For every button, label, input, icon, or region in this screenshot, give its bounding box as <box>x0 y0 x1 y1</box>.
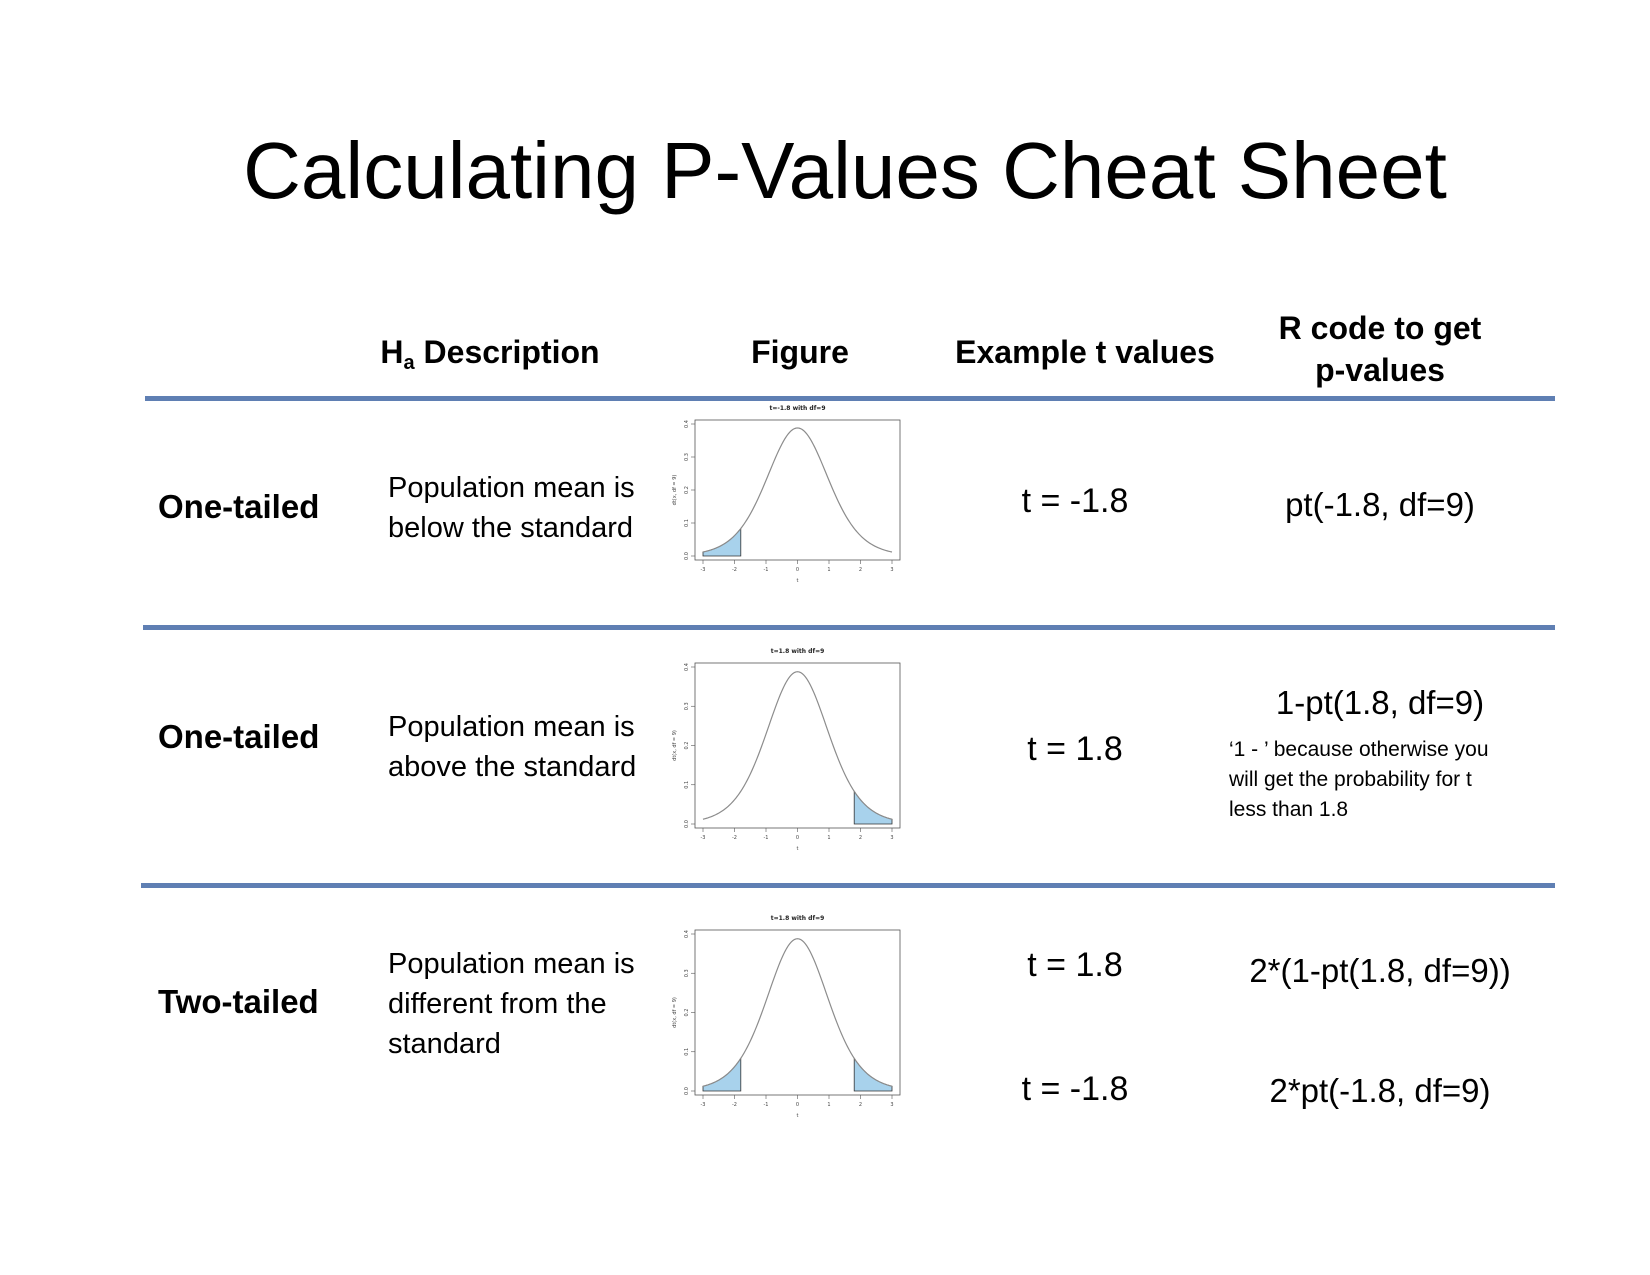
row-description: Population mean is below the standard <box>388 468 635 548</box>
row-label: One-tailed <box>158 488 320 525</box>
x-tick-label: 1 <box>827 1102 830 1108</box>
figure-title: t=-1.8 with df=9 <box>769 405 825 412</box>
y-tick-label: 0.1 <box>684 1048 690 1056</box>
header-r-code: R code to get p-values <box>1230 307 1530 391</box>
header-r-code-line1: R code to get <box>1278 310 1482 346</box>
x-tick-label: 1 <box>827 835 830 841</box>
t-distribution-figure: t=-1.8 with df=9 -3 -2 -1 0 1 2 3 t 0.0 0.1 0.2 0.3 0… <box>672 405 901 584</box>
y-tick-label: 0.3 <box>684 702 690 710</box>
description-line: below the standard <box>388 512 634 544</box>
y-tick-label: 0.2 <box>684 1009 690 1017</box>
header-figure: Figure <box>751 334 849 370</box>
x-tick-label: -2 <box>732 1102 737 1108</box>
y-tick-label: 0.4 <box>684 930 690 938</box>
t-distribution-figure: t=1.8 with df=9 -3 -2 -1 0 1 2 3 t 0.0 0.1 0.2 0.3 0.… <box>672 915 901 1119</box>
description-line: different from the <box>388 988 607 1020</box>
header-example-t: Example t values <box>955 334 1215 370</box>
x-tick-label: 3 <box>890 1102 893 1108</box>
x-axis-label: t <box>797 1113 799 1119</box>
note-line: less than 1.8 <box>1229 798 1349 821</box>
row-divider-2 <box>141 883 1555 888</box>
header-ha-sub: a <box>403 352 415 374</box>
x-tick-label: 2 <box>859 1102 862 1108</box>
t-distribution-figure: t=1.8 with df=9 -3 -2 -1 0 1 2 3 t 0.0 0.1 0.2 0.3 0.… <box>672 648 901 852</box>
x-tick-label: -1 <box>764 567 769 573</box>
y-tick-label: 0.2 <box>684 742 690 750</box>
r-code: 2*(1-pt(1.8, df=9)) <box>1249 952 1511 989</box>
x-tick-label: -3 <box>701 1102 706 1108</box>
row-description: Population mean is different from the st… <box>388 944 635 1064</box>
description-line: Population mean is <box>388 948 635 980</box>
figure-frame <box>694 929 901 1096</box>
shaded-tail-area <box>702 527 742 557</box>
shaded-tail-area <box>702 1056 742 1092</box>
y-tick-label: 0.1 <box>684 519 690 527</box>
y-axis-label: dt(x, df = 9) <box>672 730 678 761</box>
x-tick-label: -2 <box>732 567 737 573</box>
x-tick-label: 0 <box>796 835 799 841</box>
density-curve <box>702 427 893 553</box>
density-curve <box>702 671 893 820</box>
x-tick-label: -1 <box>764 1102 769 1108</box>
x-axis-label: t <box>797 846 799 852</box>
header-ha-description: Ha Description <box>360 331 620 384</box>
y-tick-label: 0.3 <box>684 969 690 977</box>
header-ha-main: H <box>380 334 404 370</box>
y-tick-label: 0.0 <box>684 1087 690 1095</box>
x-tick-label: 3 <box>890 567 893 573</box>
row-label: One-tailed <box>158 718 320 755</box>
x-tick-label: -3 <box>701 567 706 573</box>
x-tick-label: 0 <box>796 1102 799 1108</box>
figure-title: t=1.8 with df=9 <box>771 648 825 655</box>
note-line: will get the probability for t <box>1229 768 1472 791</box>
description-line: above the standard <box>388 751 637 783</box>
shaded-tail-area <box>853 789 893 825</box>
header-r-code-line2: p-values <box>1315 352 1445 388</box>
header-ha-rest: Description <box>414 334 600 370</box>
figure-title: t=1.8 with df=9 <box>771 915 825 922</box>
density-curve <box>702 938 893 1087</box>
description-line: Population mean is <box>388 472 635 504</box>
x-tick-label: 1 <box>827 567 830 573</box>
y-tick-label: 0.3 <box>684 453 690 461</box>
r-code: 1-pt(1.8, df=9) <box>1275 684 1485 721</box>
y-axis-label: dt(x, df = 9) <box>672 475 678 506</box>
description-line: standard <box>388 1028 501 1060</box>
figure-frame <box>694 662 901 829</box>
row-divider-1 <box>143 625 1555 630</box>
y-tick-label: 0.1 <box>684 781 690 789</box>
page-title: Calculating P-Values Cheat Sheet <box>243 126 1447 215</box>
r-code-note: ‘1 - ’ because otherwise you will get th… <box>1229 735 1489 825</box>
x-tick-label: 0 <box>796 567 799 573</box>
x-axis-label: t <box>797 578 799 584</box>
x-tick-label: 2 <box>859 835 862 841</box>
x-tick-label: -3 <box>701 835 706 841</box>
x-tick-label: -2 <box>732 835 737 841</box>
t-value: t = -1.8 <box>1021 482 1129 520</box>
y-tick-label: 0.0 <box>684 820 690 828</box>
x-tick-label: 2 <box>859 567 862 573</box>
shaded-tail-area <box>853 1056 893 1092</box>
figure-frame <box>694 419 901 561</box>
row-label: Two-tailed <box>158 983 319 1020</box>
header-rule <box>145 396 1555 401</box>
y-tick-label: 0.2 <box>684 486 690 494</box>
t-value: t = 1.8 <box>1027 730 1123 768</box>
x-tick-label: 3 <box>890 835 893 841</box>
r-code: 2*pt(-1.8, df=9) <box>1269 1072 1491 1109</box>
t-value: t = 1.8 <box>1027 946 1123 984</box>
y-tick-label: 0.0 <box>684 552 690 560</box>
r-code: pt(-1.8, df=9) <box>1285 486 1475 523</box>
y-axis-label: dt(x, df = 9) <box>672 997 678 1028</box>
t-value: t = -1.8 <box>1021 1070 1129 1108</box>
note-line: ‘1 - ’ because otherwise you <box>1229 738 1489 761</box>
y-tick-label: 0.4 <box>684 420 690 428</box>
y-tick-label: 0.4 <box>684 663 690 671</box>
row-description: Population mean is above the standard <box>388 707 636 787</box>
description-line: Population mean is <box>388 711 635 743</box>
x-tick-label: -1 <box>764 835 769 841</box>
